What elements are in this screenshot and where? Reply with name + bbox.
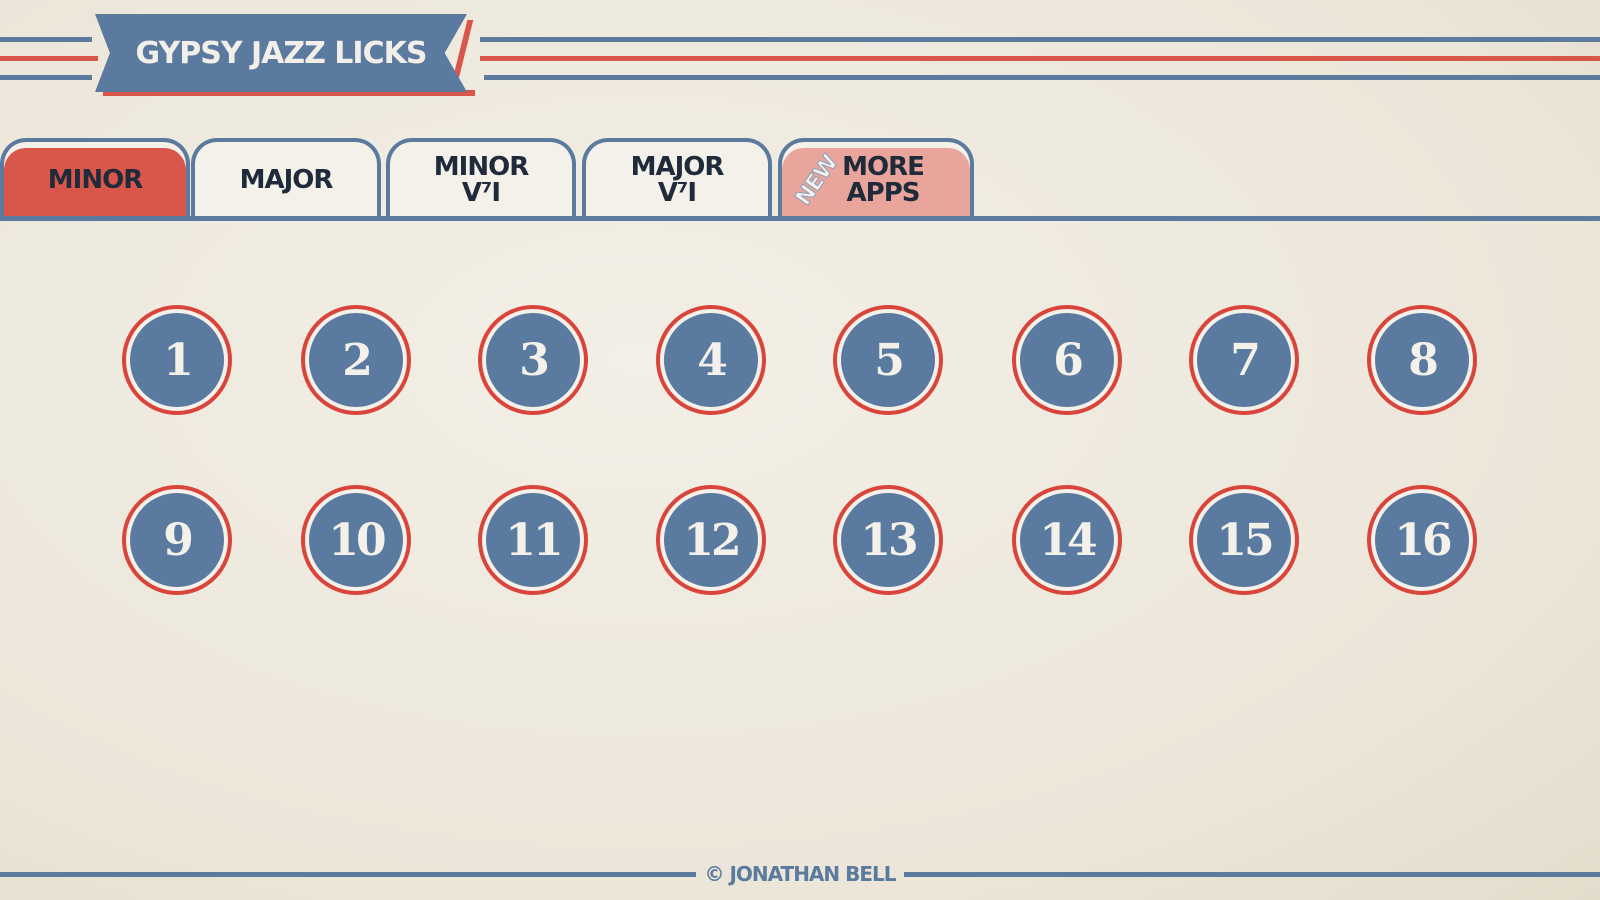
app-title: GYPSY JAZZ LICKS — [135, 35, 428, 71]
lick-button-15[interactable]: 15 — [1189, 485, 1299, 595]
lick-button-11[interactable]: 11 — [478, 485, 588, 595]
lick-button-3[interactable]: 3 — [478, 305, 588, 415]
tab-label: V⁷I — [461, 178, 501, 208]
banner-shadow — [103, 90, 475, 96]
lick-number: 11 — [486, 493, 580, 587]
footer: © JONATHAN BELL — [0, 862, 1600, 886]
footer-line — [0, 871, 697, 877]
tab-underline — [0, 216, 1600, 221]
stripe — [480, 37, 1600, 42]
tab-label: MAJOR — [630, 152, 725, 182]
stripe — [0, 75, 92, 80]
lick-button-14[interactable]: 14 — [1012, 485, 1122, 595]
tab-label: APPS — [846, 178, 921, 208]
lick-number: 16 — [1375, 493, 1469, 587]
lick-number: 9 — [130, 493, 224, 587]
lick-button-6[interactable]: 6 — [1012, 305, 1122, 415]
lick-button-12[interactable]: 12 — [656, 485, 766, 595]
lick-number: 5 — [841, 313, 935, 407]
tab-label: MINOR — [433, 152, 529, 182]
tab-label: V⁷I — [657, 178, 697, 208]
lick-button-5[interactable]: 5 — [833, 305, 943, 415]
lick-number: 1 — [130, 313, 224, 407]
lick-button-13[interactable]: 13 — [833, 485, 943, 595]
lick-button-7[interactable]: 7 — [1189, 305, 1299, 415]
title-banner: GYPSY JAZZ LICKS — [95, 14, 467, 92]
lick-number: 15 — [1197, 493, 1291, 587]
lick-button-10[interactable]: 10 — [301, 485, 411, 595]
tab-major[interactable]: MAJOR — [191, 138, 381, 218]
tab-minor-v7i[interactable]: MINOR V⁷I — [386, 138, 576, 218]
lick-number: 7 — [1197, 313, 1291, 407]
tab-label: MAJOR — [239, 165, 334, 195]
tab-major-v7i[interactable]: MAJOR V⁷I — [582, 138, 772, 218]
lick-button-9[interactable]: 9 — [122, 485, 232, 595]
tab-more-apps[interactable]: NEW MORE APPS — [778, 138, 974, 218]
lick-button-4[interactable]: 4 — [656, 305, 766, 415]
lick-button-16[interactable]: 16 — [1367, 485, 1477, 595]
tab-label: MINOR — [47, 165, 143, 195]
lick-number: 12 — [664, 493, 758, 587]
lick-number: 4 — [664, 313, 758, 407]
copyright: © JONATHAN BELL — [704, 862, 896, 886]
tab-bar: MINOR MAJOR MINOR V⁷I MAJOR V⁷I NEW MORE… — [0, 138, 1600, 220]
lick-number: 10 — [309, 493, 403, 587]
tab-label: MORE — [842, 152, 925, 182]
lick-number: 13 — [841, 493, 935, 587]
footer-line — [903, 871, 1600, 877]
stripe — [0, 56, 98, 61]
stripe — [480, 56, 1600, 61]
lick-number: 3 — [486, 313, 580, 407]
lick-button-8[interactable]: 8 — [1367, 305, 1477, 415]
lick-button-2[interactable]: 2 — [301, 305, 411, 415]
lick-number: 2 — [309, 313, 403, 407]
lick-number: 8 — [1375, 313, 1469, 407]
lick-button-1[interactable]: 1 — [122, 305, 232, 415]
stripe — [0, 37, 92, 42]
lick-number: 6 — [1020, 313, 1114, 407]
stripe — [484, 75, 1600, 80]
lick-number: 14 — [1020, 493, 1114, 587]
tab-minor[interactable]: MINOR — [0, 138, 190, 218]
